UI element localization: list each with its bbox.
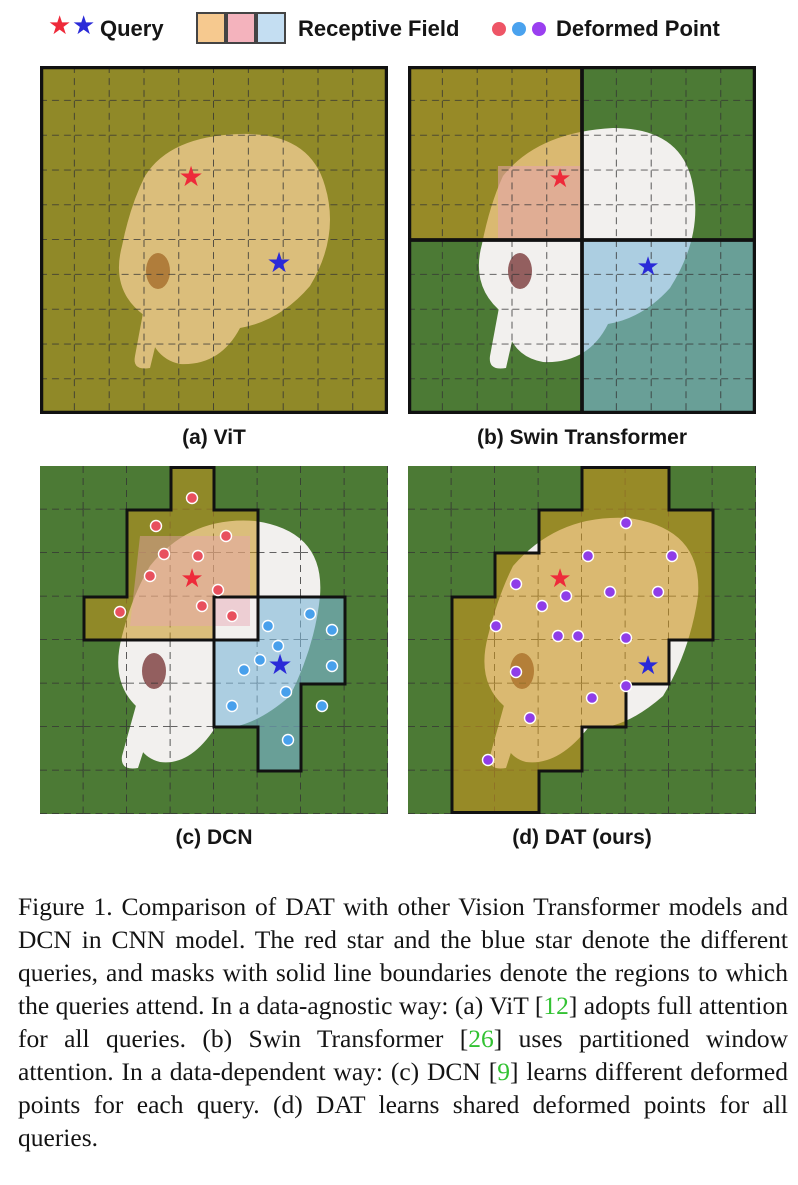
- blue-deformed-points: [225, 607, 339, 747]
- red-query-star-icon: ★: [180, 564, 203, 594]
- red-query-star-icon: ★: [178, 160, 203, 193]
- citation-link-9[interactable]: 9: [497, 1057, 510, 1086]
- caption-dat: (d) DAT (ours): [512, 826, 652, 849]
- caption-part-1: Figure 1. Comparison of DAT with other V…: [18, 892, 788, 1020]
- citation-link-12[interactable]: 12: [543, 991, 569, 1020]
- shared-field-boundary: [450, 466, 715, 814]
- red-star-icon: ★: [48, 11, 72, 41]
- citation-link-26[interactable]: 26: [468, 1024, 494, 1053]
- blue-query-star-icon: ★: [636, 651, 659, 681]
- caption-part-2: ] adopts full attention for all queries.…: [18, 991, 788, 1053]
- panel-swin: ★ ★: [408, 66, 756, 414]
- window-boundary-4: [580, 238, 756, 414]
- blue-swatch: [256, 12, 286, 44]
- dat-figure: ★ ★: [408, 466, 756, 814]
- purple-dot-icon: [532, 22, 546, 36]
- caption-part-3: ] uses partitioned window attention. In …: [18, 1024, 788, 1086]
- red-dot-icon: [492, 22, 506, 36]
- panel-dat: ★ ★: [408, 466, 756, 814]
- legend-deformed-label: Deformed Point: [556, 16, 720, 41]
- panel-vit: ★ ★: [40, 66, 388, 414]
- red-deformed-points: [113, 491, 239, 623]
- caption-vit: (a) ViT: [182, 426, 246, 449]
- blue-star-icon: ★: [72, 11, 96, 41]
- blue-query-star-icon: ★: [267, 648, 292, 681]
- panel-dcn: ★ ★: [40, 466, 388, 814]
- vit-figure: ★ ★: [40, 66, 388, 414]
- red-query-star-icon: ★: [548, 564, 571, 594]
- attention-boundary: [40, 66, 388, 414]
- red-query-star-icon: ★: [548, 164, 571, 194]
- caption-dcn: (c) DCN: [175, 826, 253, 849]
- blue-query-star-icon: ★: [266, 246, 291, 279]
- figure-caption: Figure 1. Comparison of DAT with other V…: [18, 890, 788, 1154]
- caption-swin: (b) Swin Transformer: [476, 426, 688, 449]
- swin-figure: ★ ★: [408, 66, 756, 414]
- blue-dot-icon: [512, 22, 526, 36]
- blue-field-boundary: [212, 595, 347, 773]
- grid-overlay: [40, 66, 388, 414]
- caption-part-4: ] learns different deformed points for e…: [18, 1057, 788, 1152]
- shared-deformed-points: [481, 516, 679, 767]
- blue-query-star-icon: ★: [636, 252, 659, 282]
- pink-swatch: [226, 12, 256, 44]
- orange-swatch: [196, 12, 226, 44]
- legend-receptive-label: Receptive Field: [298, 16, 460, 41]
- legend-query-label: Query: [100, 16, 164, 41]
- dcn-figure: ★ ★: [40, 466, 388, 814]
- figure-legend: ★ ★ Query Receptive Field Deformed Point: [48, 8, 758, 48]
